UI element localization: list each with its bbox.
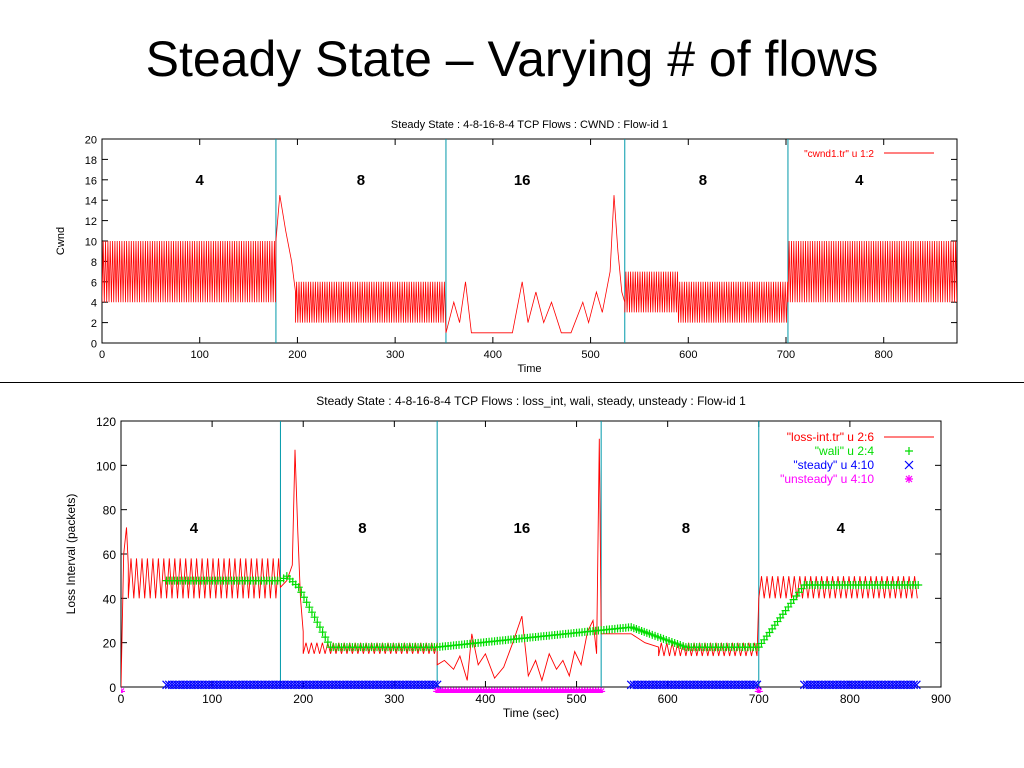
y-tick-label: 0 (109, 681, 116, 695)
y-tick-label: 14 (85, 196, 97, 208)
series-line (121, 438, 918, 688)
y-tick-label: 40 (103, 592, 117, 606)
y-tick-label: 18 (85, 155, 97, 167)
series-3 (121, 687, 763, 693)
phase-flow-count: 4 (196, 172, 205, 189)
y-tick-label: 8 (91, 257, 97, 269)
chart-title: Steady State : 4-8-16-8-4 TCP Flows : CW… (391, 119, 668, 131)
x-tick-label: 500 (581, 349, 599, 361)
phase-flow-count: 16 (514, 520, 531, 537)
x-tick-label: 400 (475, 692, 495, 706)
x-tick-label: 0 (99, 349, 105, 361)
x-axis-label: Time (sec) (503, 706, 559, 720)
phase-flow-count: 8 (357, 172, 365, 189)
x-tick-label: 700 (749, 692, 769, 706)
series-0 (102, 195, 957, 334)
phase-flow-count: 8 (699, 172, 707, 189)
legend-entry: "unsteady" u 4:10 (780, 472, 874, 486)
x-tick-label: 800 (875, 349, 893, 361)
y-tick-label: 120 (96, 415, 116, 429)
series-0 (121, 438, 918, 688)
series-2 (162, 680, 921, 690)
series-1 (162, 572, 923, 652)
series-point (313, 618, 322, 627)
legend-entry: "loss-int.tr" u 2:6 (787, 430, 875, 444)
x-tick-label: 600 (658, 692, 678, 706)
legend-swatch (905, 475, 913, 483)
y-tick-label: 0 (91, 339, 97, 351)
series-point (911, 680, 921, 690)
series-point (310, 613, 319, 622)
phase-flow-count: 4 (190, 520, 199, 537)
legend-entry: "cwnd1.tr" u 1:2 (804, 149, 874, 160)
y-tick-label: 4 (91, 298, 97, 310)
cwnd-chart: Steady State : 4-8-16-8-4 TCP Flows : CW… (55, 119, 958, 375)
x-tick-label: 100 (202, 692, 222, 706)
x-tick-label: 300 (384, 692, 404, 706)
y-tick-label: 80 (103, 504, 117, 518)
x-tick-label: 600 (679, 349, 697, 361)
phase-flow-count: 4 (855, 172, 864, 189)
x-tick-label: 0 (118, 692, 125, 706)
series-point (914, 581, 923, 590)
series-point (302, 598, 311, 607)
y-axis-label: Cwnd (55, 227, 67, 255)
series-point (299, 593, 308, 602)
series-point (315, 623, 324, 632)
legend-swatch (905, 447, 913, 455)
series-point (318, 628, 327, 637)
series-point (297, 588, 306, 597)
x-tick-label: 300 (386, 349, 404, 361)
phase-flow-count: 16 (514, 172, 531, 189)
y-tick-label: 16 (85, 175, 97, 187)
series-point (294, 583, 303, 592)
x-tick-label: 900 (931, 692, 951, 706)
phase-flow-count: 8 (358, 520, 366, 537)
y-tick-label: 100 (96, 459, 116, 473)
legend-entry: "steady" u 4:10 (793, 458, 874, 472)
series-point (321, 633, 330, 642)
loss-interval-chart: Steady State : 4-8-16-8-4 TCP Flows : lo… (64, 394, 951, 720)
series-point (597, 687, 606, 693)
series-point (323, 638, 332, 647)
x-tick-label: 500 (567, 692, 587, 706)
y-tick-label: 2 (91, 318, 97, 330)
series-point (305, 603, 314, 612)
slide-title: Steady State – Varying # of flows (145, 31, 879, 87)
x-tick-label: 400 (484, 349, 502, 361)
x-tick-label: 800 (840, 692, 860, 706)
y-tick-label: 12 (85, 216, 97, 228)
legend-entry: "wali" u 2:4 (815, 444, 875, 458)
y-tick-label: 20 (103, 637, 117, 651)
x-tick-label: 200 (288, 349, 306, 361)
series-point (307, 608, 316, 617)
x-tick-label: 100 (191, 349, 209, 361)
legend-swatch (904, 460, 914, 470)
y-tick-label: 60 (103, 548, 117, 562)
phase-flow-count: 4 (837, 520, 846, 537)
y-tick-label: 10 (85, 237, 97, 249)
series-point (749, 680, 759, 690)
chart-title: Steady State : 4-8-16-8-4 TCP Flows : lo… (316, 394, 746, 408)
y-axis-label: Loss Interval (packets) (64, 494, 78, 615)
series-point (752, 680, 762, 690)
y-tick-label: 6 (91, 277, 97, 289)
slide-divider (0, 382, 1024, 383)
x-tick-label: 200 (293, 692, 313, 706)
x-tick-label: 700 (777, 349, 795, 361)
series-point (909, 680, 919, 690)
series-point (754, 687, 763, 693)
y-tick-label: 20 (85, 135, 97, 147)
x-axis-label: Time (517, 363, 541, 375)
series-line (102, 195, 957, 334)
phase-flow-count: 8 (682, 520, 690, 537)
